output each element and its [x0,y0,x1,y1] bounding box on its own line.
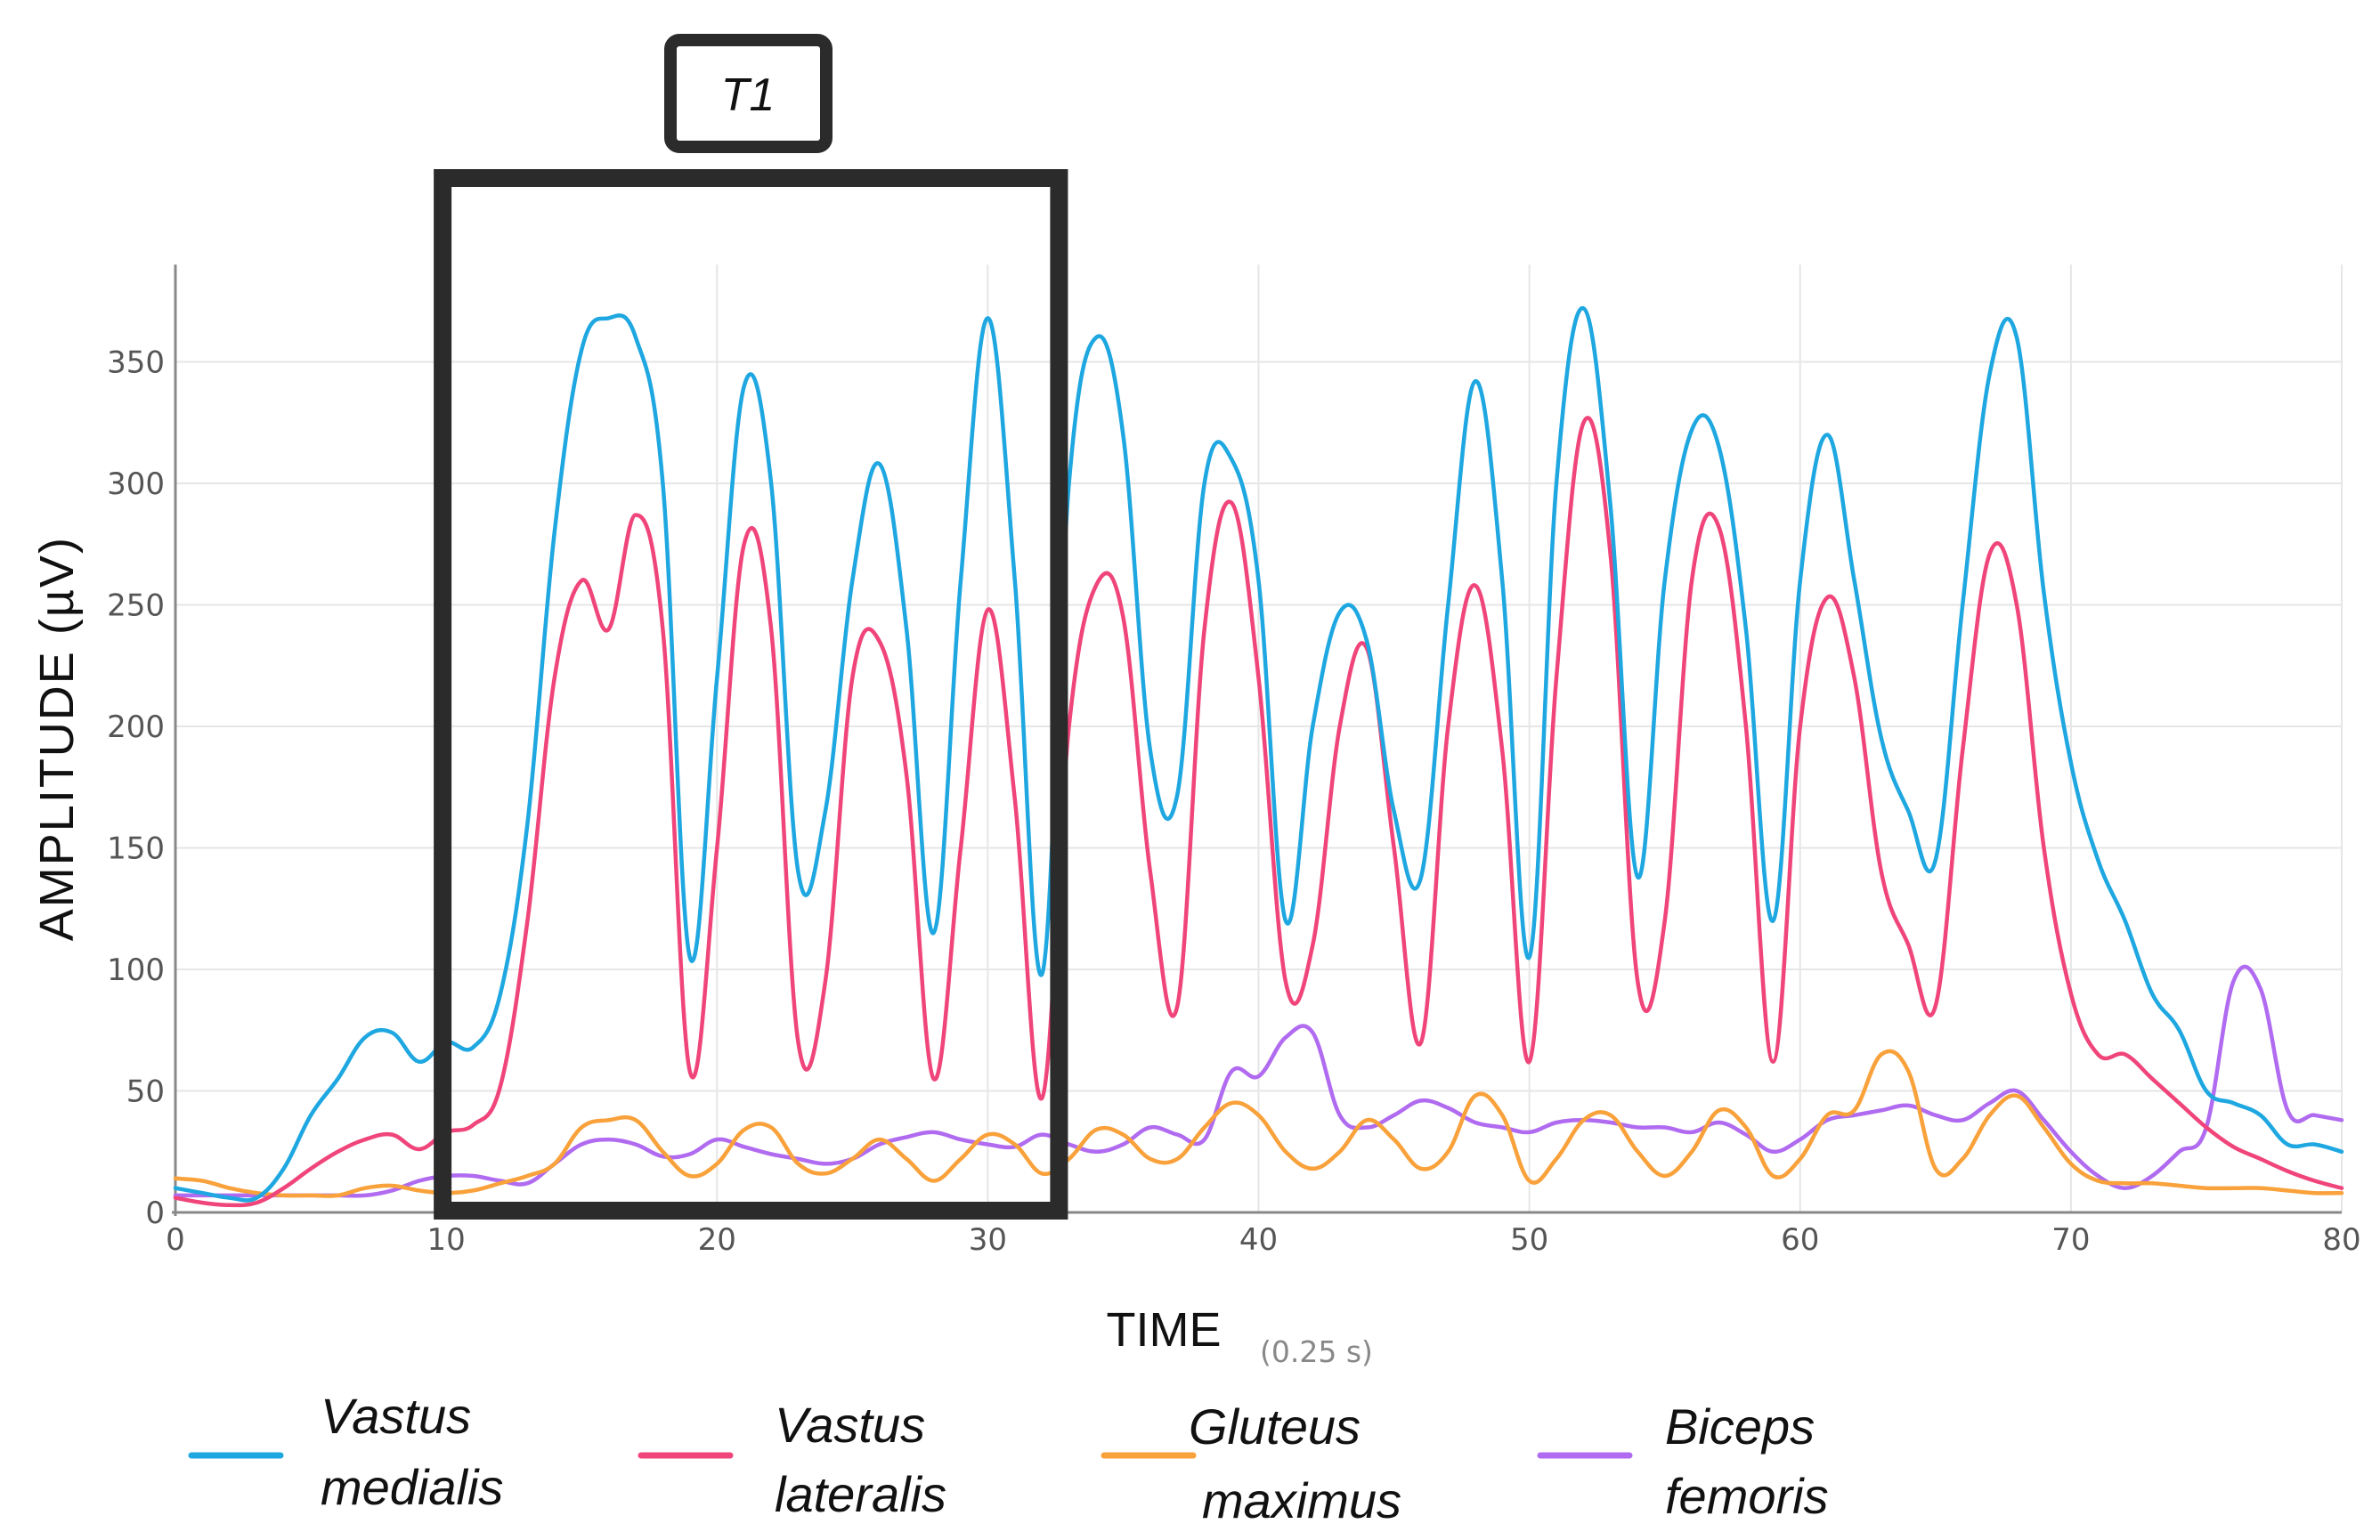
legend-label-line-1: Gluteus [1189,1398,1361,1455]
y-tick-label: 150 [107,831,165,867]
legend-label-line-1: Vastus [775,1397,925,1453]
legend-item-biceps-femoris: Biceps femoris [1537,1398,1829,1524]
x-tick-label: 20 [698,1222,736,1258]
legend-label-line-1: Biceps [1665,1398,1815,1455]
legend-label-line-1: Vastus [321,1388,471,1444]
x-tick-label: 70 [2051,1222,2090,1258]
y-tick-label: 50 [126,1074,165,1110]
legend-item-gluteus-maximus: Gluteus maximus [1101,1398,1401,1528]
x-tick-label: 10 [426,1222,465,1258]
x-tick-label: 50 [1510,1222,1548,1258]
t1-label: T1 [721,69,776,121]
series-line-gluteus-maximus [173,1049,2344,1198]
legend-label-line-2: femoris [1665,1468,1829,1524]
x-axis-label: TIME [1107,1303,1222,1357]
legend: Vastus medialis Vastus lateralis Gluteus maxi… [188,1388,1829,1528]
y-tick-label: 200 [107,709,165,745]
y-tick-label: 250 [107,588,165,624]
x-tick-label: 80 [2322,1222,2360,1258]
t1-label-box [664,34,833,153]
legend-item-vastus-medialis: Vastus medialis [188,1388,503,1515]
grid-lines [175,264,2343,1212]
t1-annotation: T1 [434,34,1068,1220]
legend-item-vastus-lateralis: Vastus lateralis [638,1397,946,1522]
y-tick-label: 300 [107,466,165,502]
axes: 0 50 100 150 200 250 300 350 0 10 20 30 40 50 60 70 80 [107,264,2361,1258]
series-line-vastus-medialis [173,306,2344,1203]
y-axis-label: AMPLITUDE (µV) [30,536,84,941]
series-line-vastus-lateralis [173,416,2344,1208]
x-tick-label: 60 [1781,1222,1819,1258]
legend-label-line-2: medialis [321,1459,503,1515]
y-tick-label: 0 [145,1196,165,1231]
x-tick-label: 40 [1239,1222,1278,1258]
t1-region-box [434,169,1068,1220]
x-tick-label: 0 [166,1222,185,1258]
y-tick-label: 100 [107,952,165,988]
legend-label-line-2: lateralis [775,1466,946,1522]
y-tick-label: 350 [107,345,165,381]
x-axis-unit: (0.25 s) [1260,1334,1373,1369]
series-lines [173,306,2344,1208]
legend-label-line-2: maximus [1202,1472,1401,1528]
x-tick-label: 30 [969,1222,1007,1258]
